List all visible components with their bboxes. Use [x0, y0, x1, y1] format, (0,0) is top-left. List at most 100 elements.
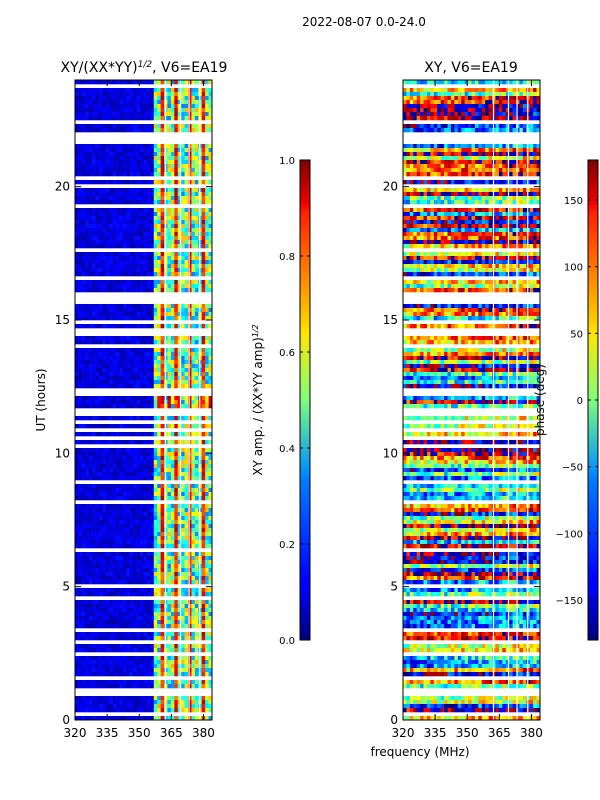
left-heatmap-cell [174, 416, 179, 421]
left-heatmap-cell [126, 352, 131, 357]
left-heatmap-cell [177, 188, 182, 193]
left-heatmap-cell [81, 564, 86, 569]
left-heatmap-cell [174, 696, 179, 701]
left-heatmap-cell [201, 552, 206, 557]
left-heatmap-cell [98, 448, 103, 453]
left-heatmap-cell [143, 208, 148, 213]
left-heatmap-cell [129, 452, 134, 457]
left-heatmap-cell [191, 572, 196, 577]
left-heatmap-cell [160, 716, 165, 720]
left-heatmap-cell [136, 128, 141, 133]
left-heatmap-cell [85, 356, 89, 361]
left-heatmap-cell [102, 684, 107, 689]
left-heatmap-cell [78, 352, 83, 357]
left-heatmap-cell [150, 452, 155, 457]
left-heatmap-cell [126, 424, 131, 429]
left-heatmap-cell [88, 124, 93, 129]
left-heatmap-cell [205, 152, 209, 157]
left-heatmap-cell [116, 680, 120, 685]
left-heatmap-cell [136, 668, 141, 673]
left-heatmap-cell [181, 252, 185, 257]
left-heatmap-cell [105, 352, 110, 357]
left-heatmap-cell [105, 288, 110, 293]
left-heatmap-cell [98, 560, 103, 565]
left-heatmap-cell [102, 496, 107, 501]
left-heatmap-cell [146, 196, 151, 201]
left-heatmap-cell [150, 440, 155, 445]
left-heatmap-cell [191, 384, 196, 389]
left-heatmap-cell [109, 552, 113, 557]
left-heatmap-cell [143, 240, 148, 245]
left-heatmap-cell [167, 108, 172, 113]
left-heatmap-cell [184, 448, 189, 453]
left-heatmap-cell [188, 616, 192, 621]
left-heatmap-cell [136, 708, 141, 713]
left-heatmap-cell [95, 424, 100, 429]
left-heatmap-cell [88, 648, 93, 653]
left-heatmap-cell [88, 476, 93, 481]
left-heatmap-cell [75, 236, 79, 241]
left-heatmap-cell [81, 100, 86, 105]
left-heatmap-cell [116, 312, 120, 317]
left-heatmap-cell [78, 280, 83, 285]
left-heatmap-cell [177, 352, 182, 357]
left-heatmap-cell [102, 668, 107, 673]
left-heatmap-cell [105, 512, 110, 517]
left-heatmap-cell [191, 336, 196, 341]
left-heatmap-cell [122, 472, 127, 477]
left-heatmap-cell [191, 536, 196, 541]
left-heatmap-cell [157, 556, 161, 561]
left-heatmap-cell [150, 152, 155, 157]
left-heatmap-cell [143, 624, 148, 629]
left-heatmap-cell [116, 152, 120, 157]
left-heatmap-cell [105, 644, 110, 649]
left-heatmap-cell [184, 604, 189, 609]
left-heatmap-cell [194, 432, 199, 437]
left-heatmap-cell [170, 608, 175, 613]
left-heatmap-cell [88, 664, 93, 669]
left-heatmap-cell [174, 180, 179, 185]
left-heatmap-cell [205, 484, 209, 489]
left-heatmap-cell [157, 364, 161, 369]
left-heatmap-cell [126, 656, 131, 661]
left-heatmap-cell [129, 88, 134, 93]
left-heatmap-cell [160, 440, 165, 445]
left-heatmap-cell [208, 472, 212, 477]
left-heatmap-cell [191, 152, 196, 157]
left-heatmap-cell [167, 224, 172, 229]
left-heatmap-cell [81, 424, 86, 429]
left-heatmap-cell [208, 656, 212, 661]
left-heatmap-cell [136, 116, 141, 121]
left-heatmap-cell [75, 696, 79, 701]
left-heatmap-cell [75, 312, 79, 317]
left-heatmap-cell [78, 104, 83, 109]
left-heatmap-cell [98, 508, 103, 513]
left-heatmap-cell [160, 508, 165, 513]
left-heatmap-cell [133, 484, 137, 489]
left-heatmap-cell [109, 156, 113, 161]
left-heatmap-cell [129, 240, 134, 245]
left-heatmap-cell [150, 240, 155, 245]
left-heatmap-cell [109, 540, 113, 545]
left-heatmap-cell [184, 236, 189, 241]
right-heatmap-cell [495, 80, 500, 85]
left-heatmap-cell [133, 648, 137, 653]
left-heatmap-cell [201, 160, 206, 165]
left-heatmap-cell [98, 492, 103, 497]
left-heatmap-cell [205, 452, 209, 457]
left-heatmap-cell [181, 648, 185, 653]
left-heatmap-cell [98, 180, 103, 185]
left-heatmap-cell [119, 144, 124, 149]
left-heatmap-cell [170, 576, 175, 581]
left-heatmap-cell [78, 572, 83, 577]
left-heatmap-cell [133, 616, 137, 621]
left-heatmap-cell [167, 516, 172, 521]
left-heatmap-cell [194, 612, 199, 617]
left-heatmap-cell [167, 212, 172, 217]
left-heatmap-cell [112, 604, 117, 609]
left-heatmap-cell [188, 232, 192, 237]
left-heatmap-cell [191, 96, 196, 101]
left-heatmap-cell [157, 396, 161, 401]
left-heatmap-cell [194, 600, 199, 605]
left-heatmap-cell [146, 468, 151, 473]
